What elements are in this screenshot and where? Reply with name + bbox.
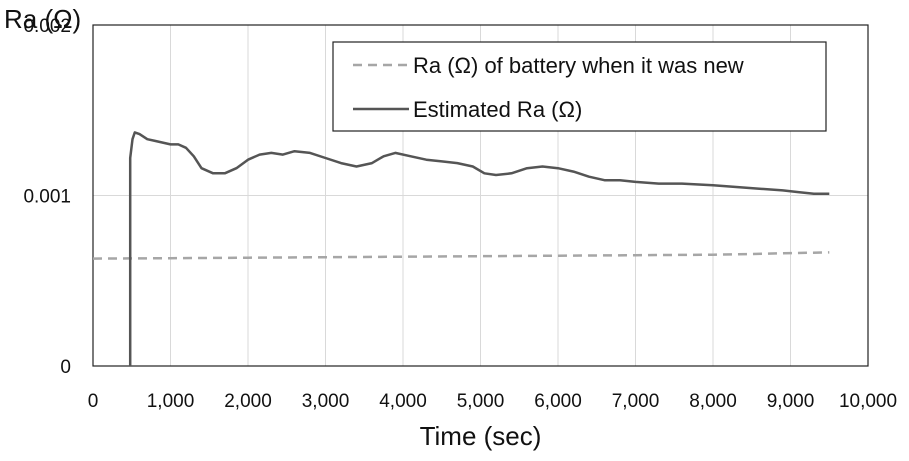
plot-area-frame [92,24,869,367]
x-tick-label: 8,000 [689,391,737,412]
x-tick-label: 2,000 [224,391,272,412]
legend-box [332,41,827,132]
series-line-0 [92,251,830,260]
x-tick-label: 7,000 [612,391,660,412]
legend-label-new-battery: Ra (Ω) of battery when it was new [413,53,744,78]
x-tick-label: 9,000 [767,391,815,412]
series-line-1 [128,131,830,366]
x-tick-label: 5,000 [457,391,505,412]
y-tick-label: 0.002 [23,16,71,37]
x-tick-label: 1,000 [147,391,195,412]
x-axis-ticks: 0 1,000 2,000 3,000 4,000 5,000 6,000 7,000 8,00… [88,391,897,412]
legend-label-estimated: Estimated Ra (Ω) [413,97,582,122]
x-tick-label: 6,000 [534,391,582,412]
x-tick-label: 0 [88,391,99,412]
y-axis-ticks: 0 0.001 0.002 [23,16,71,378]
x-tick-label: 3,000 [302,391,350,412]
x-tick-label: 10,000 [839,391,897,412]
x-tick-label: 4,000 [379,391,427,412]
y-tick-label: 0.001 [23,187,71,208]
y-tick-label: 0 [60,357,71,378]
series-layer [92,131,830,366]
x-axis-title: Time (sec) [420,421,542,451]
y-axis-title: Ra (Ω) [4,4,81,34]
legend: Ra (Ω) of battery when it was new Estima… [332,41,827,132]
